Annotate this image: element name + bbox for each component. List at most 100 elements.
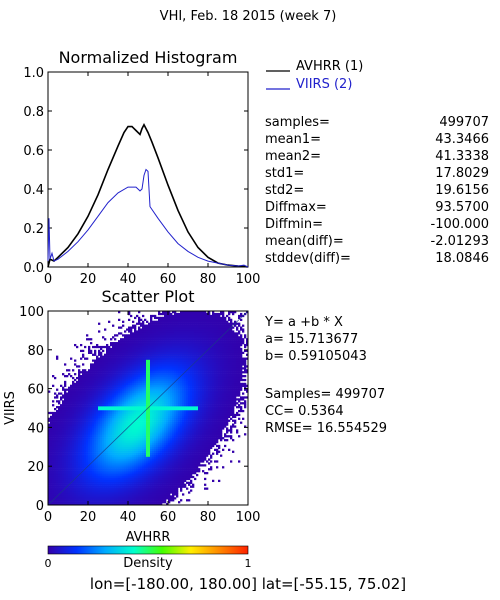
density-cell bbox=[168, 351, 171, 354]
density-cell bbox=[84, 454, 87, 457]
density-cell bbox=[126, 419, 129, 422]
density-cell bbox=[118, 448, 121, 451]
density-cell bbox=[52, 473, 55, 477]
density-cell bbox=[156, 390, 159, 393]
density-cell bbox=[140, 396, 143, 399]
density-cell bbox=[92, 446, 95, 450]
density-cell bbox=[128, 359, 131, 362]
density-cell bbox=[74, 442, 77, 446]
density-cell bbox=[80, 495, 83, 498]
density-cell bbox=[112, 375, 115, 378]
density-cell bbox=[148, 433, 151, 436]
density-cell bbox=[48, 458, 51, 461]
density-cell bbox=[98, 330, 101, 333]
density-cell bbox=[88, 435, 91, 438]
density-cell bbox=[104, 431, 107, 434]
density-cell bbox=[166, 460, 169, 463]
density-cell bbox=[120, 450, 123, 453]
density-cell bbox=[98, 373, 101, 376]
density-cell bbox=[156, 485, 159, 488]
density-cell bbox=[122, 462, 125, 465]
density-cell bbox=[150, 406, 153, 409]
density-cell bbox=[150, 324, 153, 327]
density-cell bbox=[138, 454, 141, 457]
density-cell bbox=[116, 390, 119, 393]
density-cell bbox=[66, 477, 69, 481]
density-cell bbox=[156, 466, 159, 469]
density-cell bbox=[92, 359, 95, 362]
density-cell bbox=[142, 367, 145, 370]
density-cell bbox=[52, 415, 55, 418]
density-cell bbox=[132, 442, 135, 446]
density-cell bbox=[124, 495, 127, 498]
density-cell bbox=[160, 419, 163, 422]
density-cell bbox=[156, 456, 159, 459]
density-cell bbox=[82, 485, 85, 488]
density-cell bbox=[160, 417, 163, 420]
density-cell bbox=[130, 468, 133, 471]
density-cell bbox=[148, 343, 151, 347]
density-cell bbox=[160, 477, 163, 481]
density-cell bbox=[160, 351, 163, 354]
density-cell bbox=[168, 404, 171, 407]
density-cell bbox=[126, 402, 129, 405]
density-cell bbox=[62, 475, 65, 479]
density-cell bbox=[114, 497, 117, 500]
density-cell bbox=[130, 425, 133, 428]
density-cell bbox=[48, 489, 51, 492]
density-cell bbox=[76, 479, 79, 483]
density-cell bbox=[116, 367, 119, 370]
density-cell bbox=[168, 475, 171, 479]
density-cell bbox=[116, 406, 119, 409]
density-cell bbox=[82, 503, 85, 505]
density-cell bbox=[100, 493, 103, 496]
density-cell bbox=[118, 470, 121, 473]
density-cell bbox=[66, 493, 69, 496]
density-cell bbox=[136, 448, 139, 451]
density-cell bbox=[168, 376, 171, 380]
density-cell bbox=[122, 417, 125, 420]
density-cell bbox=[154, 497, 157, 500]
density-cell bbox=[112, 408, 115, 411]
density-cell bbox=[136, 491, 139, 494]
density-cell bbox=[48, 439, 51, 442]
density-cell bbox=[142, 479, 145, 483]
density-cell bbox=[142, 495, 145, 498]
density-cell bbox=[112, 473, 115, 477]
density-cell bbox=[76, 437, 79, 440]
density-cell bbox=[96, 345, 99, 349]
density-cell bbox=[106, 466, 109, 469]
density-cell bbox=[166, 444, 169, 448]
density-cell bbox=[126, 435, 129, 438]
density-cell bbox=[160, 384, 163, 387]
density-cell bbox=[82, 501, 85, 504]
density-cell bbox=[130, 365, 133, 368]
density-cell bbox=[154, 419, 157, 422]
density-cell bbox=[134, 398, 137, 401]
density-cell bbox=[160, 353, 163, 356]
density-cell bbox=[152, 458, 155, 461]
density-cell bbox=[128, 373, 131, 376]
density-cell bbox=[164, 330, 167, 333]
density-cell bbox=[88, 458, 91, 461]
density-cell bbox=[128, 479, 131, 483]
density-cell bbox=[160, 472, 163, 475]
density-cell bbox=[140, 442, 143, 446]
density-cell bbox=[144, 369, 147, 372]
density-cell bbox=[64, 413, 67, 417]
density-cell bbox=[148, 322, 151, 325]
density-cell bbox=[148, 439, 151, 442]
density-cell bbox=[130, 336, 133, 339]
density-cell bbox=[150, 338, 153, 341]
density-cell bbox=[120, 386, 123, 389]
density-cell bbox=[158, 382, 161, 386]
density-cell bbox=[144, 425, 147, 428]
density-cell bbox=[66, 439, 69, 442]
density-cell bbox=[142, 427, 145, 430]
density-cell bbox=[126, 472, 129, 475]
density-cell bbox=[144, 503, 147, 505]
density-cell bbox=[50, 473, 53, 477]
density-cell bbox=[116, 415, 119, 418]
density-cell bbox=[68, 477, 71, 481]
density-cell bbox=[90, 425, 93, 428]
